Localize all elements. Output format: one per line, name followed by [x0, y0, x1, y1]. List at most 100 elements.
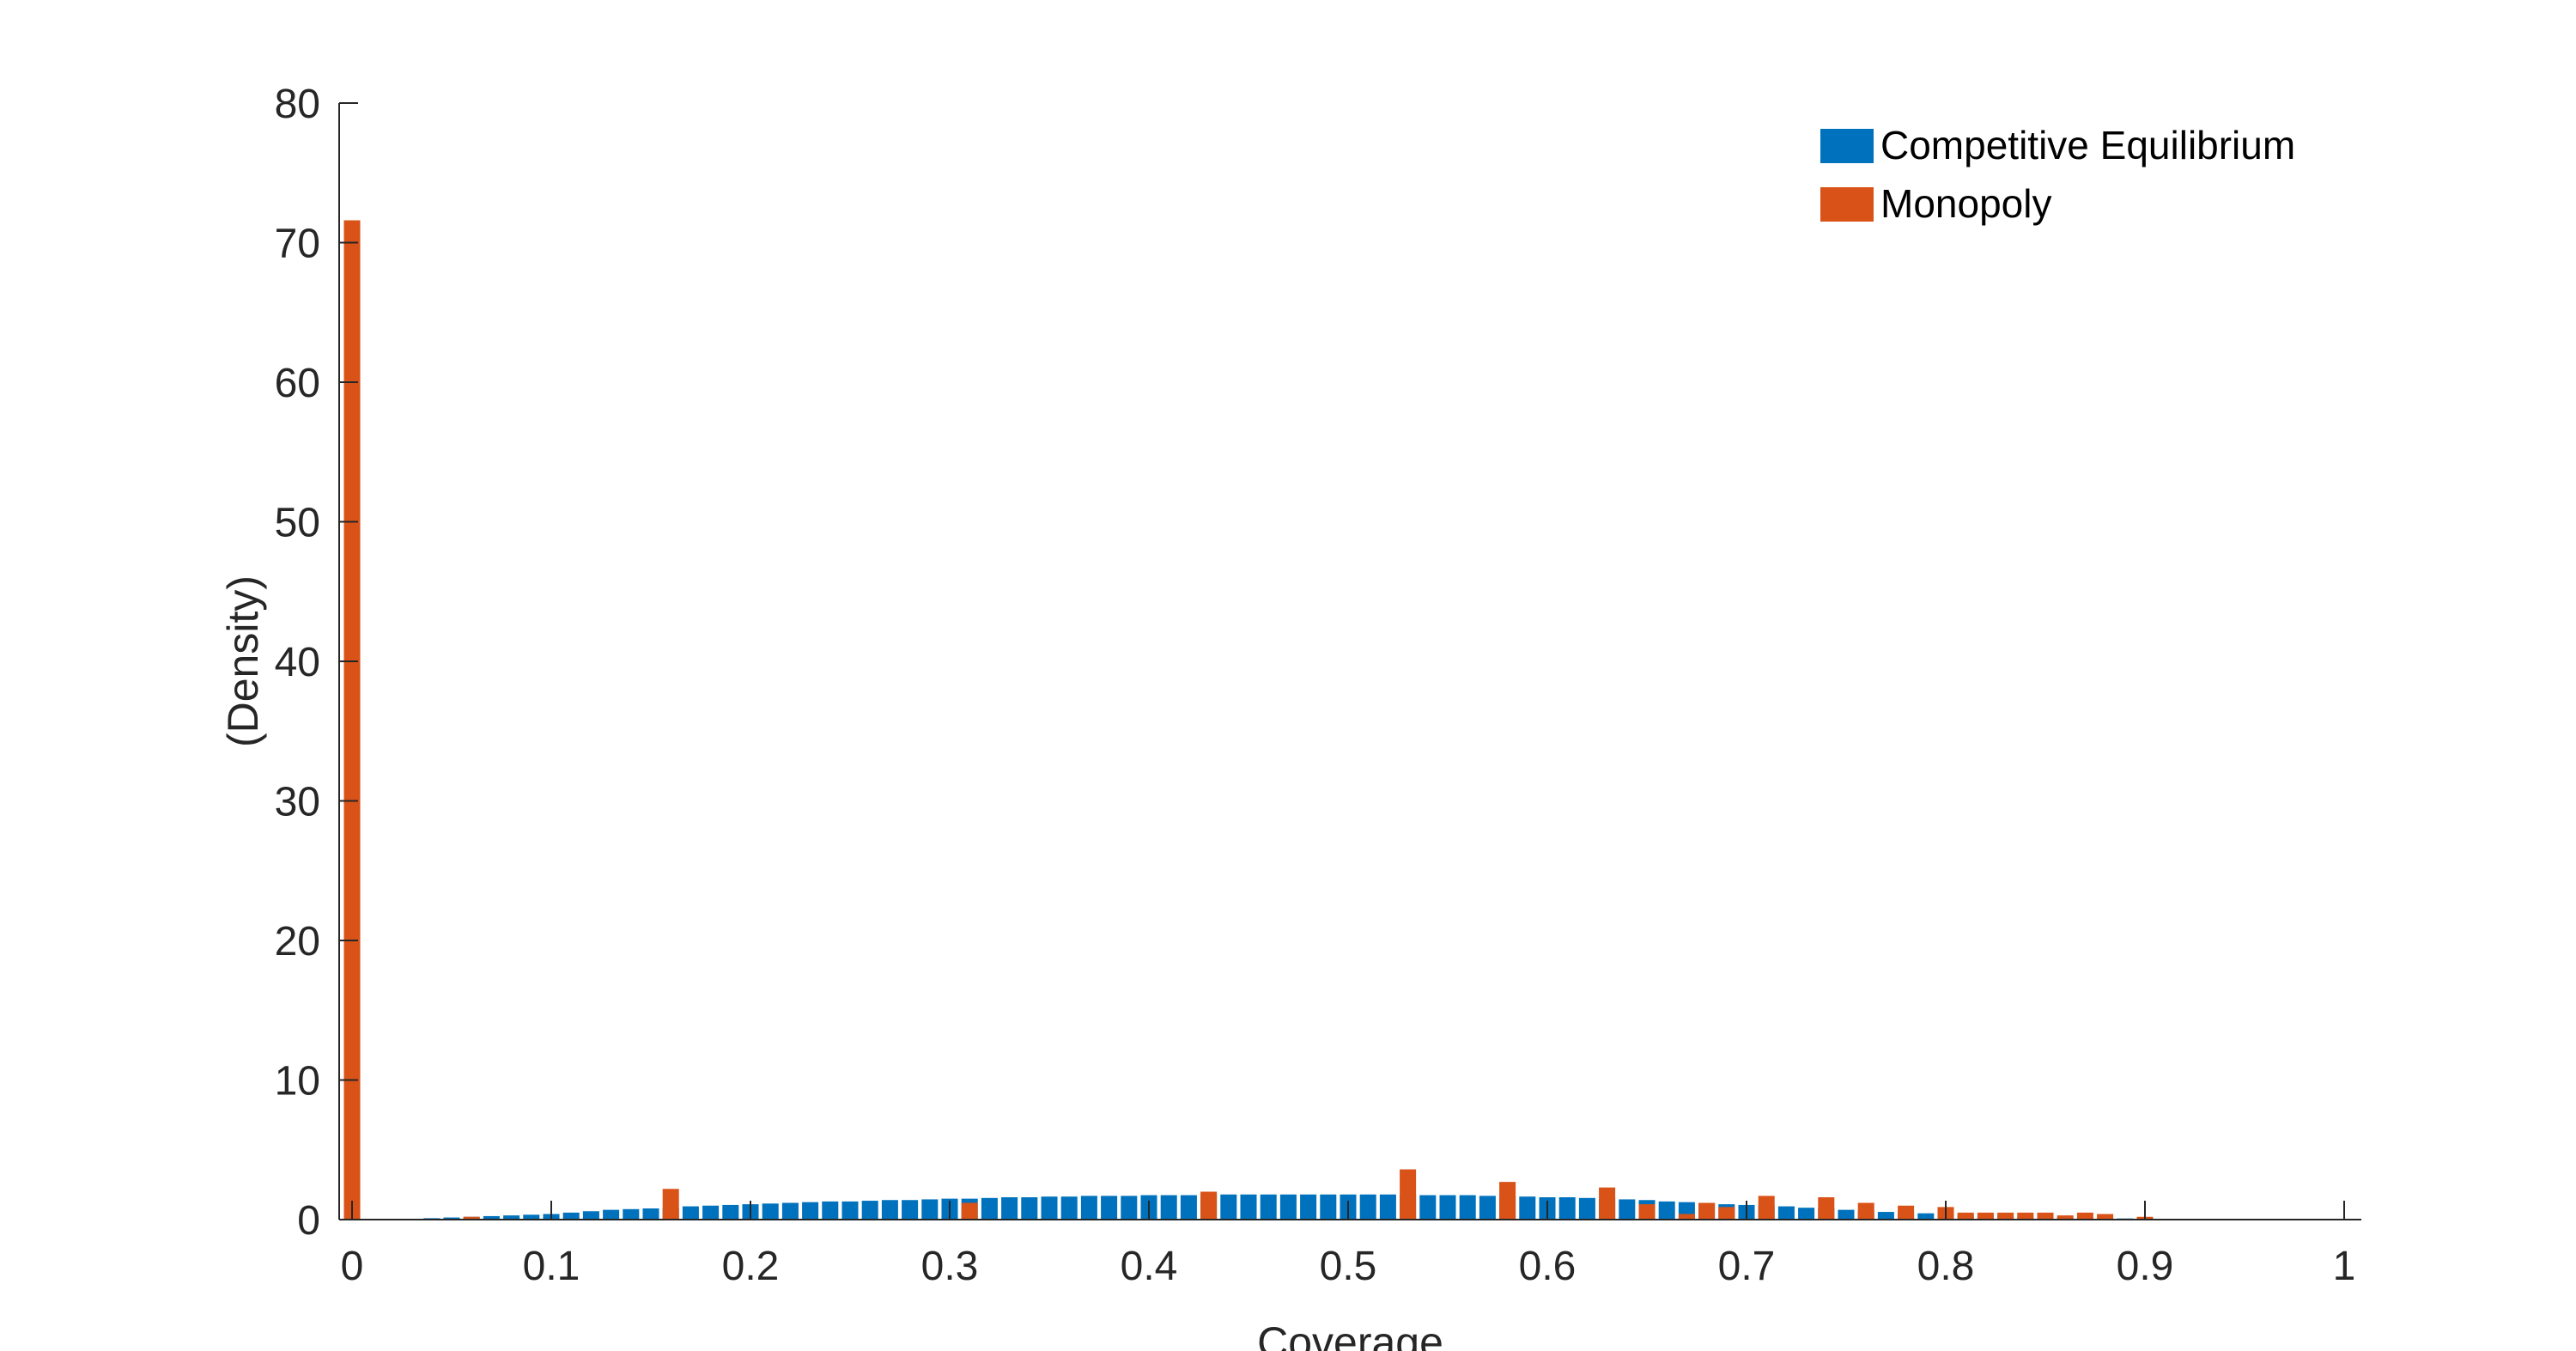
bar-competitive-equilibrium	[861, 1201, 878, 1220]
bar-competitive-equilibrium	[1260, 1194, 1277, 1220]
legend-swatch-competitive-equilibrium	[1820, 129, 1874, 163]
bar-monopoly	[662, 1189, 679, 1220]
bar-monopoly	[2097, 1214, 2114, 1220]
bar-competitive-equilibrium	[1240, 1194, 1257, 1220]
bar-competitive-equilibrium	[1798, 1208, 1815, 1220]
bar-competitive-equilibrium	[562, 1212, 580, 1220]
bar-competitive-equilibrium	[503, 1215, 520, 1220]
bar-competitive-equilibrium	[1320, 1194, 1337, 1220]
bar-competitive-equilibrium	[781, 1202, 799, 1220]
bar-competitive-equilibrium	[603, 1209, 620, 1220]
bar-monopoly	[1758, 1196, 1775, 1220]
bar-monopoly	[1698, 1202, 1716, 1220]
x-tick-label: 0.6	[1519, 1244, 1577, 1289]
bar-monopoly	[2037, 1212, 2054, 1220]
bar-monopoly	[1997, 1212, 2014, 1220]
bar-monopoly	[1499, 1182, 1516, 1220]
bar-competitive-equilibrium	[902, 1200, 919, 1220]
bar-monopoly	[1678, 1214, 1695, 1220]
bar-competitive-equilibrium	[1519, 1196, 1536, 1220]
x-tick-label: 0.4	[1121, 1244, 1178, 1289]
bar-competitive-equilibrium	[1080, 1196, 1097, 1220]
x-tick-label: 0.1	[523, 1244, 580, 1289]
bar-competitive-equilibrium	[642, 1208, 659, 1220]
bar-competitive-equilibrium	[802, 1202, 819, 1220]
bar-monopoly	[463, 1216, 480, 1220]
bar-monopoly	[2076, 1212, 2093, 1220]
bar-monopoly	[1977, 1212, 1994, 1220]
y-tick-label: 40	[275, 640, 320, 685]
y-tick-label: 80	[275, 82, 320, 127]
x-tick-label: 0.5	[1320, 1244, 1377, 1289]
bar-competitive-equilibrium	[1060, 1196, 1078, 1220]
bar-competitive-equilibrium	[1479, 1196, 1496, 1220]
y-axis-ticks: 0 10 20 30 40 50 60 70 80	[275, 82, 358, 1244]
bar-competitive-equilibrium	[623, 1208, 640, 1220]
bar-monopoly	[1400, 1169, 1417, 1220]
bar-competitive-equilibrium	[841, 1201, 859, 1220]
bar-competitive-equilibrium	[1419, 1195, 1437, 1220]
bar-monopoly	[1200, 1191, 1218, 1220]
bar-competitive-equilibrium	[1877, 1212, 1894, 1220]
bar-competitive-equilibrium	[1558, 1197, 1576, 1220]
bar-competitive-equilibrium	[523, 1214, 540, 1220]
bar-competitive-equilibrium	[1917, 1213, 1935, 1220]
axes	[338, 103, 2361, 1220]
bar-competitive-equilibrium	[881, 1200, 898, 1220]
bar-competitive-equilibrium	[1279, 1194, 1297, 1220]
bar-competitive-equilibrium	[1439, 1195, 1456, 1220]
bar-competitive-equilibrium	[1180, 1195, 1197, 1220]
x-tick-label: 0.8	[1917, 1244, 1975, 1289]
x-tick-label: 0.2	[722, 1244, 780, 1289]
bar-monopoly	[2057, 1215, 2074, 1220]
bar-competitive-equilibrium	[483, 1215, 500, 1220]
y-tick-label: 30	[275, 780, 320, 825]
x-tick-label: 0	[341, 1244, 364, 1289]
y-axis-title: (Density)	[219, 575, 267, 747]
bar-competitive-equilibrium	[1359, 1194, 1376, 1220]
x-tick-label: 0.7	[1718, 1244, 1776, 1289]
bar-competitive-equilibrium	[1041, 1196, 1058, 1220]
bar-competitive-equilibrium	[443, 1217, 460, 1220]
bar-competitive-equilibrium	[1619, 1199, 1636, 1220]
y-tick-label: 10	[275, 1059, 320, 1105]
y-tick-label: 60	[275, 361, 320, 406]
bar-monopoly	[1599, 1187, 1616, 1220]
legend-swatch-monopoly	[1820, 187, 1874, 222]
bar-competitive-equilibrium	[1101, 1196, 1118, 1220]
bar-competitive-equilibrium	[1001, 1197, 1018, 1220]
x-axis-ticks: 0 0.1 0.2 0.3 0.4 0.5 0.6 0.7 0.8 0.9 1	[341, 1201, 2356, 1289]
bar-monopoly	[1957, 1212, 1974, 1220]
bar-competitive-equilibrium	[722, 1204, 739, 1220]
bar-competitive-equilibrium	[1459, 1195, 1476, 1220]
y-tick-label: 20	[275, 919, 320, 965]
bar-competitive-equilibrium	[1379, 1194, 1396, 1220]
bar-monopoly	[1638, 1204, 1656, 1220]
x-tick-label: 1	[2333, 1244, 2356, 1289]
bar-competitive-equilibrium	[981, 1197, 998, 1220]
y-tick-label: 70	[275, 222, 320, 267]
bar-monopoly	[1857, 1202, 1874, 1220]
bar-monopoly	[1818, 1197, 1835, 1220]
bar-competitive-equilibrium	[1160, 1195, 1177, 1220]
bar-competitive-equilibrium	[1021, 1197, 1038, 1220]
series-competitive-equilibrium	[423, 1194, 2214, 1220]
bar-monopoly	[1898, 1205, 1915, 1220]
y-tick-label: 50	[275, 501, 320, 546]
x-tick-label: 0.9	[2117, 1244, 2174, 1289]
bar-competitive-equilibrium	[762, 1203, 779, 1220]
bar-competitive-equilibrium	[1220, 1194, 1237, 1220]
bar-monopoly	[961, 1202, 978, 1220]
bar-competitive-equilibrium	[582, 1211, 599, 1220]
bar-competitive-equilibrium	[921, 1199, 939, 1220]
x-axis-title: Coverage	[1257, 1318, 1443, 1351]
bar-competitive-equilibrium	[1578, 1197, 1595, 1220]
bar-competitive-equilibrium	[1300, 1194, 1317, 1220]
bar-competitive-equilibrium	[822, 1201, 839, 1220]
y-tick-label: 0	[297, 1198, 320, 1244]
bar-monopoly	[2017, 1212, 2034, 1220]
bar-competitive-equilibrium	[682, 1206, 699, 1220]
x-tick-label: 0.3	[921, 1244, 979, 1289]
legend-label-competitive-equilibrium: Competitive Equilibrium	[1880, 123, 2295, 167]
